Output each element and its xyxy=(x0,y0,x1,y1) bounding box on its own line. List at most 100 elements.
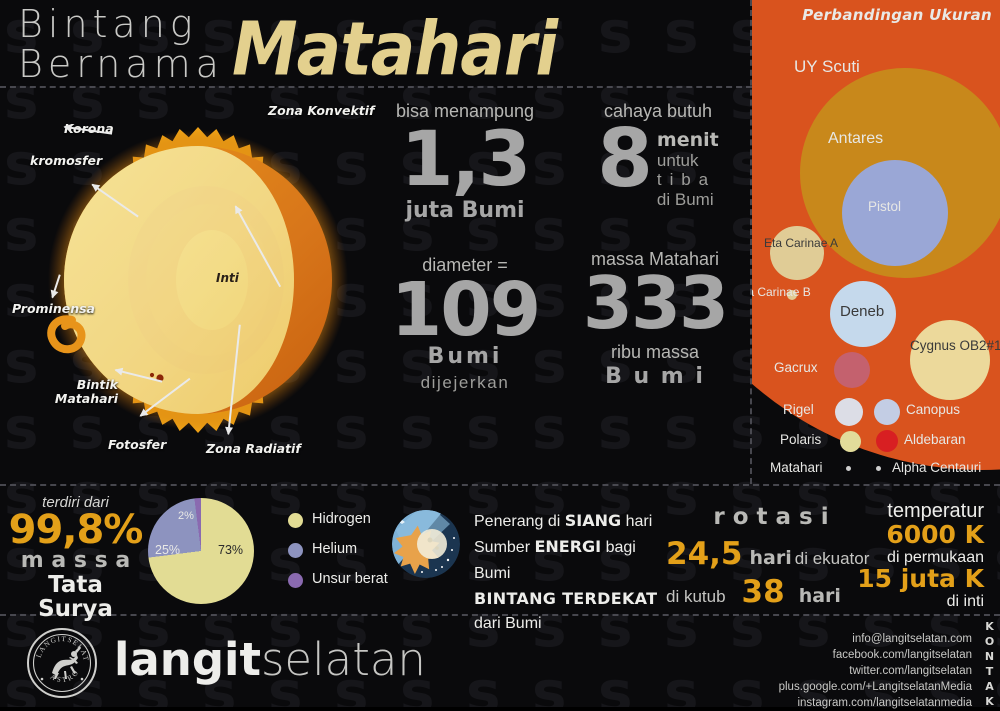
contact-line-2[interactable]: facebook.com/langitselatan xyxy=(832,649,972,661)
stat-diameter-value: 109 xyxy=(390,266,541,353)
star-label-rigel: Rigel xyxy=(783,402,814,417)
page-header: Bintang Bernama Matahari xyxy=(0,0,750,92)
bottom-band: terdiri dari 99,8% m a s s a Tata Surya … xyxy=(0,488,1000,632)
pie-label-unsur-berat: 2% xyxy=(178,510,194,522)
stat-diameter-bottom: dijejerkan xyxy=(420,373,510,393)
title-matahari: Matahari xyxy=(232,6,558,93)
roles-line1-b: SIANG xyxy=(564,511,622,530)
temperature-core-where: di inti xyxy=(946,592,984,610)
stat-mass-mid: ribu massa xyxy=(610,342,700,363)
temperature-core-value: 15 juta K xyxy=(857,564,984,594)
star-label-eta-carinae-a-text: Eta Carinae A xyxy=(764,236,839,250)
day-night-icon xyxy=(392,510,460,578)
sun-label-zona-radiatif: Zona Radiatif xyxy=(206,441,301,456)
star-label-eta-carinae-b-text: Eta Carinae B xyxy=(752,285,811,299)
legend-label-helium: Helium xyxy=(312,541,358,557)
star-label-pistol: Pistol xyxy=(868,199,902,214)
sun-label-fotosfer: Fotosfer xyxy=(108,437,167,452)
star-circle-cygnus-ob2-12 xyxy=(910,320,990,400)
contact-line-5[interactable]: instagram.com/langitselatanmedia xyxy=(797,697,972,709)
roles-line2-a: Sumber xyxy=(474,539,535,557)
title-line-bintang: Bintang xyxy=(18,2,198,46)
legend-label-unsur-berat: Unsur berat xyxy=(312,571,388,587)
star-label-canopus: Canopus xyxy=(906,402,961,417)
star-label-antares: Antares xyxy=(828,130,884,147)
temperature-title: temperatur xyxy=(887,500,984,522)
contact-line-1[interactable]: info@langitselatan.com xyxy=(852,633,972,645)
stat-mass-value: 333 xyxy=(582,260,729,345)
rotation-pole-where: di kutub xyxy=(666,587,726,606)
sun-label-kromosfer: kromosfer xyxy=(30,153,103,168)
star-circle-gacrux xyxy=(834,352,870,388)
legend-dot-hidrogen xyxy=(288,513,303,528)
contact-line-4[interactable]: plus.google.com/+LangitselatanMedia xyxy=(778,681,972,693)
roles-line3: BINTANG TERDEKAT xyxy=(474,588,658,608)
roles-line1-a: Penerang di xyxy=(474,513,565,530)
star-circle-aldebaran xyxy=(876,430,898,452)
star-circle-eta-carinae-a xyxy=(770,226,824,280)
roles-line2: Sumber ENERGI bagi Bumi xyxy=(474,534,674,586)
roles-line1: Penerang di SIANG hari xyxy=(474,508,674,534)
composition-line2: m a s s a xyxy=(20,548,131,573)
stat-mass: massa Matahari 333 ribu massa B u m i xyxy=(570,249,740,389)
star-circle-polaris xyxy=(840,431,861,452)
composition-percent: 99,8% xyxy=(8,507,144,553)
star-label-cygnus-text: Cygnus OB2#12 xyxy=(910,338,1000,353)
sun-cutaway-diagram: Korona kromosfer Prominensa Bintik Matah… xyxy=(0,88,378,482)
star-label-eta-carinae-a: Eta Carinae A xyxy=(764,237,838,250)
star-label-eta-carinae-b: Eta Carinae B xyxy=(752,285,811,299)
title-line-bernama: Bernama xyxy=(18,42,224,86)
composition-block: terdiri dari 99,8% m a s s a Tata Surya xyxy=(8,494,144,621)
temperature-block: temperatur 6000 K di permukaan 15 juta K… xyxy=(824,500,984,610)
stat-light-dibumi: di Bumi xyxy=(656,189,714,209)
star-label-alpha-centauri: Alpha Centauri xyxy=(892,460,982,475)
sun-label-inti: Inti xyxy=(216,271,239,285)
stats-panel: bisa menampung 1,3 juta Bumi cahaya butu… xyxy=(380,88,750,482)
stat-light-value: 8 xyxy=(597,111,653,205)
stat-capacity: bisa menampung 1,3 juta Bumi xyxy=(380,101,550,223)
contact-line-3[interactable]: twitter.com/langitselatan xyxy=(849,665,972,677)
star-label-cygnus: Cygnus OB2#12 xyxy=(910,338,1000,355)
star-circle-matahari xyxy=(846,466,851,471)
temperature-surface-value: 6000 K xyxy=(886,520,984,549)
stat-light-untuk: untuk xyxy=(656,150,699,170)
star-circle-rigel xyxy=(835,398,863,426)
size-comparison-panel: Perbandingan Ukuran UY Scuti Antares Pis… xyxy=(752,0,1000,482)
star-label-aldebaran: Aldebaran xyxy=(904,432,966,447)
page-footer: LANGITSELATAN ASTRO langitselatan xyxy=(0,615,1000,709)
pie-label-helium: 25% xyxy=(155,543,181,557)
sun-label-zona-konvektif: Zona Konvektif xyxy=(268,103,375,118)
legend-dot-unsur-berat xyxy=(288,573,303,588)
size-panel-title: Perbandingan Ukuran xyxy=(802,6,992,24)
sun-label-bintik-line2: Matahari xyxy=(54,391,118,406)
star-label-deneb: Deneb xyxy=(840,303,885,320)
kontak-label: KONTAK xyxy=(983,620,996,710)
stat-light-top: cahaya butuh xyxy=(603,101,713,121)
rotation-equator-value: 24,5 xyxy=(666,536,743,572)
stat-light-menit: menit xyxy=(656,128,719,151)
stat-capacity-value: 1,3 xyxy=(400,113,532,203)
rotation-pole-value: 38 xyxy=(741,574,785,610)
star-circle-alpha-centauri xyxy=(876,466,881,471)
brand-selatan: selatan xyxy=(260,633,426,686)
divider-band-top xyxy=(0,484,1000,486)
roles-line1-c: hari xyxy=(621,513,653,530)
star-label-matahari: Matahari xyxy=(770,460,823,475)
langitselatan-seal-logo: LANGITSELATAN ASTRO xyxy=(23,621,98,699)
legend-label-hidrogen: Hidrogen xyxy=(312,511,371,527)
star-circle-canopus xyxy=(874,399,900,425)
stat-capacity-bottom: juta Bumi xyxy=(405,197,525,223)
stat-diameter: diameter = 109 Bumi dijejerkan xyxy=(380,255,550,393)
svg-text:LANGITSELATAN: LANGITSELATAN xyxy=(26,627,90,662)
stat-light: cahaya butuh 8 menit untuk t i b a di Bu… xyxy=(568,101,748,209)
star-label-gacrux: Gacrux xyxy=(774,360,818,375)
stat-light-tiba: t i b a xyxy=(656,170,710,190)
sun-label-prominensa: Prominensa xyxy=(12,301,95,316)
brand-wordmark: langitselatan xyxy=(114,637,426,682)
sun-label-bintik-line1: Bintik xyxy=(76,377,118,392)
brand-langit: langit xyxy=(114,633,261,686)
pie-label-hidrogen: 73% xyxy=(218,543,244,557)
legend-dot-helium xyxy=(288,543,303,558)
star-label-polaris: Polaris xyxy=(780,432,822,447)
rotation-equator-unit: hari xyxy=(749,547,792,569)
